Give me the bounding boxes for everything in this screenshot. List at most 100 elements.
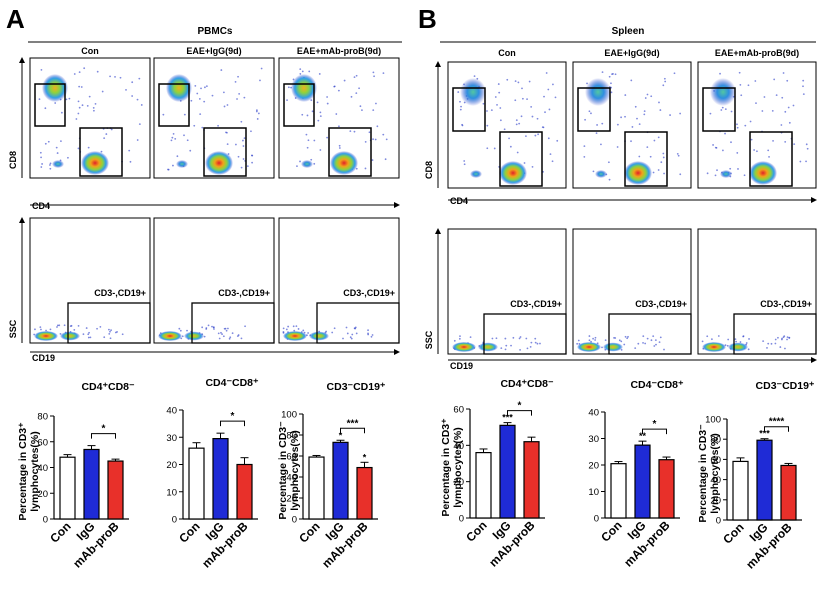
event-dot <box>717 335 720 337</box>
y-tick-label: 40 <box>453 441 464 452</box>
cd8-cluster <box>42 74 68 102</box>
bracket-significance: **** <box>769 417 785 428</box>
event-dot <box>523 162 526 164</box>
event-dot <box>225 131 227 134</box>
gate-label: CD3-,CD19+ <box>343 288 395 298</box>
event-dot <box>515 119 518 122</box>
event-dot <box>212 326 215 329</box>
event-dot <box>257 112 260 115</box>
event-dot <box>242 158 245 160</box>
event-dot <box>110 128 113 131</box>
bracket-significance: * <box>653 419 657 430</box>
event-dot <box>742 335 745 338</box>
event-dot <box>87 336 90 339</box>
event-dot <box>749 120 752 123</box>
cd8-gate <box>577 87 611 132</box>
event-dot <box>662 152 665 155</box>
event-dot <box>172 164 174 167</box>
event-dot <box>739 83 742 86</box>
event-dot <box>243 137 246 139</box>
event-dot <box>730 141 732 144</box>
category-label: mAb-proB <box>70 519 122 571</box>
bracket-significance: * <box>518 401 522 412</box>
dn-cluster <box>595 170 607 178</box>
event-dot <box>326 136 329 139</box>
event-dot <box>588 335 591 337</box>
event-dot <box>657 136 660 139</box>
event-dot <box>531 115 534 118</box>
event-dot <box>87 333 90 336</box>
event-dot <box>530 341 533 344</box>
event-dot <box>650 95 653 98</box>
event-dot <box>536 342 539 345</box>
event-dot <box>630 79 633 82</box>
event-dot <box>592 337 594 340</box>
ssc-axis-label: SSC <box>8 319 18 338</box>
bar-mab-prob <box>658 459 675 519</box>
event-dot <box>140 104 143 106</box>
cd4-axis-label: CD4 <box>32 201 50 211</box>
b-cell-cluster <box>603 342 623 352</box>
event-dot <box>498 91 501 94</box>
cd8-cluster <box>291 74 317 102</box>
group-label: Con <box>498 48 516 58</box>
cd8-gate <box>158 83 190 127</box>
event-dot <box>463 160 466 162</box>
gate-label: CD3-,CD19+ <box>218 288 270 298</box>
event-dot <box>103 137 106 139</box>
event-dot <box>539 342 541 345</box>
event-dot <box>240 337 243 340</box>
dn-cluster <box>720 170 732 178</box>
event-dot <box>349 336 352 339</box>
event-dot <box>497 83 500 85</box>
event-dot <box>60 140 62 142</box>
lymph-cluster <box>577 342 601 352</box>
event-dot <box>367 329 369 332</box>
event-dot <box>554 96 557 99</box>
event-dot <box>653 345 656 347</box>
cd8-gate <box>34 83 66 127</box>
event-dot <box>583 145 586 148</box>
cd19-gate <box>483 313 567 355</box>
event-dot <box>607 161 610 164</box>
event-dot <box>370 335 373 338</box>
event-dot <box>77 147 80 150</box>
event-dot <box>103 336 106 339</box>
comparison-bracket <box>507 410 532 416</box>
event-dot <box>40 328 42 331</box>
bar-mab-prob <box>523 441 540 519</box>
event-dot <box>737 168 739 170</box>
bar-con <box>188 447 205 520</box>
event-dot <box>56 324 59 327</box>
comparison-bracket <box>91 433 116 439</box>
y-tick-label: 20 <box>588 461 599 472</box>
event-dot <box>500 347 503 350</box>
y-tick-label: 40 <box>588 408 599 419</box>
event-dot <box>167 168 169 171</box>
y-tick-label: 60 <box>453 405 464 416</box>
y-axis-label-line2: lymphocytes(%) <box>289 430 301 511</box>
event-dot <box>338 147 341 149</box>
event-dot <box>58 324 61 327</box>
event-dot <box>719 72 721 75</box>
event-dot <box>601 122 604 125</box>
event-dot <box>805 160 807 163</box>
event-dot <box>608 75 611 78</box>
panel-letter-b: B <box>418 4 437 34</box>
event-dot <box>720 109 723 111</box>
category-label: Con <box>463 518 489 544</box>
event-dot <box>301 70 304 73</box>
event-dot <box>302 329 305 332</box>
event-dot <box>68 97 71 100</box>
event-dot <box>203 335 206 338</box>
event-dot <box>624 94 627 96</box>
event-dot <box>643 110 646 113</box>
event-dot <box>372 71 375 74</box>
event-dot <box>526 347 529 350</box>
event-dot <box>592 170 595 173</box>
event-dot <box>382 72 385 75</box>
gate-label: CD3-,CD19+ <box>760 299 812 309</box>
event-dot <box>638 123 641 126</box>
event-dot <box>786 79 789 82</box>
event-dot <box>463 163 466 166</box>
